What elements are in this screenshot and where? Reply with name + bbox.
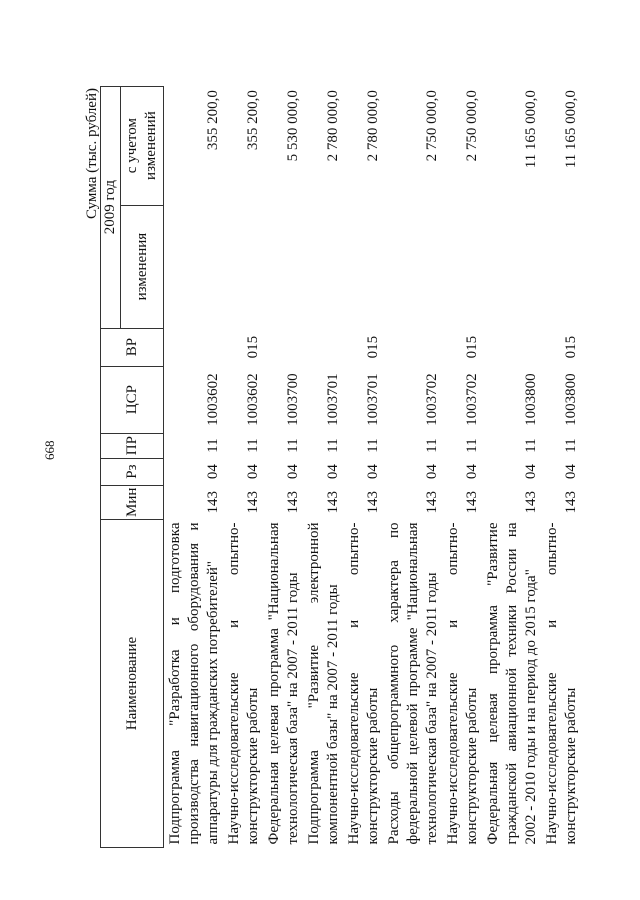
cell-total: 5 530 000,0 [285, 90, 301, 162]
cell-changes [383, 205, 442, 328]
cell-total: 2 780 000,0 [325, 90, 341, 162]
header-vr: ВР [100, 328, 164, 367]
cell-pr: 11 [563, 438, 579, 453]
cell-vr [303, 328, 343, 366]
header-min: Мин [100, 485, 164, 520]
table-row: Научно-исследовательские и опытно-констр… [442, 86, 482, 847]
header-name: Наименование [100, 519, 164, 848]
cell-csr: 1003702 [424, 373, 440, 426]
table-row: Подпрограмма "Развитие электронной компо… [303, 86, 343, 847]
cell-name: Расходы общепрограммного характера по фе… [386, 522, 440, 845]
cell-min: 143 [285, 491, 301, 514]
cell-rz: 04 [523, 464, 539, 480]
cell-total: 11 165 000,0 [523, 90, 539, 169]
cell-min: 143 [245, 491, 261, 514]
cell-min: 143 [424, 491, 440, 514]
cell-rz: 04 [285, 464, 301, 480]
cell-pr: 11 [365, 438, 381, 453]
cell-pr: 11 [285, 438, 301, 453]
cell-csr: 1003702 [464, 373, 480, 426]
page-number: 668 [42, 440, 57, 461]
cell-changes [263, 205, 303, 328]
cell-vr: 015 [245, 335, 261, 359]
table-row: Научно-исследовательские и опытно-констр… [541, 86, 581, 847]
cell-vr: 015 [365, 335, 381, 359]
cell-csr: 1003602 [245, 373, 261, 426]
cell-vr: 015 [464, 335, 480, 359]
cell-changes [442, 205, 482, 328]
cell-rz: 04 [205, 464, 221, 480]
cell-vr [383, 328, 442, 366]
table-row: Федеральная целевая программа "Националь… [263, 86, 303, 847]
table-row: Подпрограмма "Разработка и подготовка пр… [164, 86, 224, 847]
cell-changes [303, 205, 343, 328]
cell-vr [263, 328, 303, 366]
cell-changes [164, 205, 224, 328]
header-with-changes: с учетом изменений [120, 86, 164, 206]
cell-pr: 11 [464, 438, 480, 453]
cell-csr: 1003701 [365, 373, 381, 426]
cell-pr: 11 [424, 438, 440, 453]
cell-name: Научно-исследовательские и опытно-констр… [346, 522, 381, 845]
cell-name: Подпрограмма "Развитие электронной компо… [306, 522, 341, 845]
cell-rz: 04 [424, 464, 440, 480]
cell-changes [541, 205, 581, 328]
cell-vr: 015 [563, 335, 579, 359]
cell-min: 143 [523, 491, 539, 514]
table-row: Научно-исследовательские и опытно-констр… [223, 86, 263, 847]
cell-csr: 1003700 [285, 373, 301, 426]
cell-rz: 04 [464, 464, 480, 480]
cell-name: Подпрограмма "Разработка и подготовка пр… [167, 522, 221, 845]
cell-total: 2 750 000,0 [424, 90, 440, 162]
table-row: Федеральная целевая программа "Развитие … [482, 86, 541, 847]
cell-changes [343, 205, 383, 328]
cell-csr: 1003800 [563, 373, 579, 426]
cell-min: 143 [365, 491, 381, 514]
cell-total: 2 780 000,0 [365, 90, 381, 162]
cell-rz: 04 [365, 464, 381, 480]
cell-pr: 11 [205, 438, 221, 453]
cell-vr [164, 328, 224, 366]
cell-total: 355 200,0 [205, 90, 221, 151]
cell-rz: 04 [245, 464, 261, 480]
cell-pr: 11 [245, 438, 261, 453]
table-row: Научно-исследовательские и опытно-констр… [343, 86, 383, 847]
cell-rz: 04 [325, 464, 341, 480]
cell-rz: 04 [563, 464, 579, 480]
header-csr: ЦСР [100, 366, 164, 434]
header-pr: ПР [100, 433, 164, 459]
cell-changes [223, 205, 263, 328]
cell-csr: 1003701 [325, 373, 341, 426]
cell-name: Федеральная целевая программа "Развитие … [485, 522, 539, 845]
cell-vr [482, 328, 541, 366]
cell-name: Научно-исследовательские и опытно-констр… [445, 522, 480, 845]
cell-total: 11 165 000,0 [563, 90, 579, 169]
cell-min: 143 [563, 491, 579, 514]
budget-table: Наименование Мин Рз ПР ЦСР ВР 2009 год и… [100, 86, 581, 848]
header-year: 2009 год [100, 86, 121, 329]
cell-total: 355 200,0 [245, 90, 261, 151]
cell-name: Научно-исследовательские и опытно-констр… [544, 522, 579, 845]
header-rz: Рз [100, 458, 164, 486]
cell-total: 2 750 000,0 [464, 90, 480, 162]
cell-name: Федеральная целевая программа "Националь… [266, 522, 301, 845]
cell-min: 143 [205, 491, 221, 514]
cell-pr: 11 [523, 438, 539, 453]
cell-csr: 1003800 [523, 373, 539, 426]
cell-csr: 1003602 [205, 373, 221, 426]
table-row: Расходы общепрограммного характера по фе… [383, 86, 442, 847]
cell-min: 143 [325, 491, 341, 514]
cell-name: Научно-исследовательские и опытно-констр… [226, 522, 261, 845]
cell-min: 143 [464, 491, 480, 514]
cell-pr: 11 [325, 438, 341, 453]
cell-changes [482, 205, 541, 328]
units-label: Сумма (тыс. рублей) [84, 88, 100, 220]
header-changes: изменения [120, 205, 164, 329]
